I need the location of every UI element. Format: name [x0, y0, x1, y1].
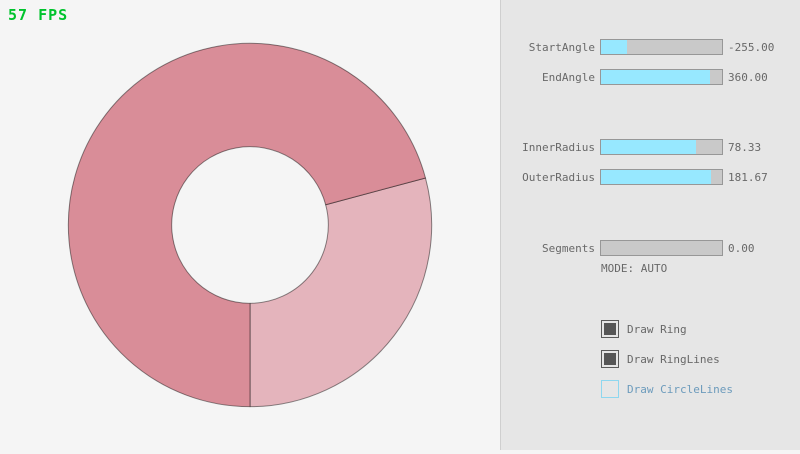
inner-radius-slider[interactable]	[600, 139, 723, 155]
draw-ringlines-checkbox[interactable]: Draw RingLines	[601, 350, 720, 368]
segments-value: 0.00	[728, 241, 755, 255]
drawing-canvas: 57 FPS	[8, 6, 433, 408]
start-angle-label: StartAngle	[528, 40, 595, 54]
outer-radius-slider[interactable]	[600, 169, 723, 185]
outer-radius-value: 181.67	[728, 170, 768, 184]
end-angle-label: EndAngle	[542, 70, 595, 84]
draw-circlelines-checkbox[interactable]: Draw CircleLines	[601, 380, 733, 398]
end-angle-slider[interactable]	[600, 69, 723, 85]
start-angle-slider[interactable]	[600, 39, 723, 55]
inner-radius-label: InnerRadius	[522, 140, 595, 154]
segments-slider[interactable]	[600, 240, 723, 256]
mode-indicator: MODE: AUTO	[601, 262, 668, 275]
inner-radius-slider-fill	[601, 140, 696, 154]
checkbox-icon	[601, 380, 619, 398]
checkbox-icon	[601, 350, 619, 368]
inner-radius-value: 78.33	[728, 140, 762, 154]
single-pass-sector	[249, 177, 433, 408]
draw-ringlines-label: Draw RingLines	[627, 352, 720, 366]
end-angle-value: 360.00	[728, 70, 768, 84]
double-pass-sector	[67, 42, 427, 408]
end-angle-row: EndAngle 360.00	[501, 69, 800, 85]
outer-radius-row: OuterRadius 181.67	[501, 169, 800, 185]
outer-radius-slider-fill	[601, 170, 711, 184]
end-angle-slider-fill	[601, 70, 710, 84]
draw-circlelines-label: Draw CircleLines	[627, 382, 733, 396]
control-panel: StartAngle -255.00 EndAngle 360.00 Inner…	[500, 0, 800, 450]
start-angle-slider-fill	[601, 40, 628, 54]
checkbox-checkmark	[604, 353, 616, 365]
draw-ring-label: Draw Ring	[627, 322, 687, 336]
ring-svg	[67, 42, 433, 408]
inner-radius-row: InnerRadius 78.33	[501, 139, 800, 155]
fps-counter: 57 FPS	[8, 6, 69, 24]
start-angle-value: -255.00	[728, 40, 775, 54]
draw-ring-checkbox[interactable]: Draw Ring	[601, 320, 687, 338]
checkbox-icon	[601, 320, 619, 338]
segments-label: Segments	[542, 241, 595, 255]
segments-row: Segments 0.00	[501, 240, 800, 256]
outer-radius-label: OuterRadius	[522, 170, 595, 184]
start-angle-row: StartAngle -255.00	[501, 39, 800, 55]
checkbox-checkmark	[604, 323, 616, 335]
